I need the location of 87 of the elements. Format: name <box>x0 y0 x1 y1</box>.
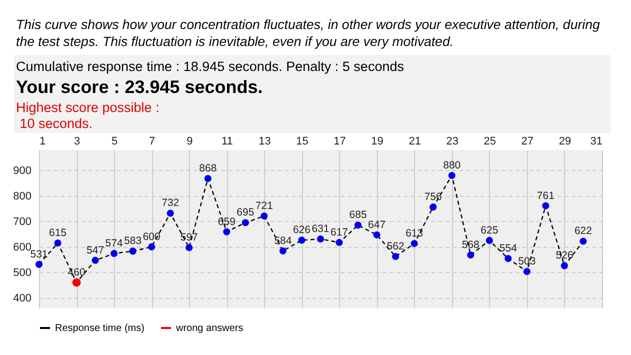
data-label: 756 <box>424 191 442 204</box>
data-label: 583 <box>124 235 142 248</box>
data-label: 613 <box>406 228 424 240</box>
point <box>279 247 287 254</box>
data-label: 626 <box>292 224 311 236</box>
point <box>580 238 587 245</box>
point <box>129 248 136 255</box>
x-tick-label: 1 <box>40 136 46 148</box>
x-tick-label: 9 <box>186 136 193 148</box>
x-tick-label: 5 <box>112 136 118 148</box>
point <box>336 238 343 246</box>
x-tick-label: 7 <box>149 136 156 148</box>
data-label: 574 <box>105 237 123 250</box>
x-tick-label: 25 <box>484 136 496 148</box>
data-label: 526 <box>556 250 574 262</box>
data-label: 584 <box>274 234 292 247</box>
y-tick-label: 800 <box>13 190 32 202</box>
point <box>354 222 362 229</box>
point <box>35 260 43 268</box>
point <box>410 240 418 248</box>
data-label: 761 <box>536 190 555 202</box>
point <box>448 172 456 180</box>
point <box>316 235 324 242</box>
x-tick-label: 21 <box>408 136 421 148</box>
x-tick-label: 13 <box>258 136 271 148</box>
point <box>392 252 400 260</box>
point <box>260 212 268 220</box>
legend-label: Response time (ms) <box>55 323 144 334</box>
point <box>223 228 230 236</box>
point <box>504 255 512 262</box>
x-tick-label: 17 <box>334 136 346 148</box>
text: Highest score possible : 10 seconds. <box>16 100 160 132</box>
data-label: 647 <box>368 218 386 231</box>
data-label: 868 <box>199 162 217 175</box>
point <box>298 236 306 244</box>
y-tick-label: 500 <box>13 266 32 279</box>
point <box>486 236 493 244</box>
data-label: 597 <box>180 232 198 244</box>
data-label: 732 <box>162 197 180 210</box>
y-tick-label: 700 <box>13 216 32 228</box>
point <box>166 210 174 217</box>
point <box>560 262 568 270</box>
point <box>523 268 530 276</box>
data-label: 625 <box>480 224 498 236</box>
point <box>242 219 249 226</box>
data-label: 531 <box>30 248 48 260</box>
x-tick-label: 27 <box>521 136 534 148</box>
y-tick-label: 400 <box>13 292 32 304</box>
data-label: 631 <box>312 222 330 235</box>
data-label: 622 <box>574 225 592 238</box>
x-tick-label: 15 <box>296 136 308 148</box>
data-label: 617 <box>330 226 348 239</box>
point <box>110 250 118 257</box>
data-label: 568 <box>462 238 480 251</box>
y-tick-label: 900 <box>13 164 32 177</box>
point <box>542 202 550 210</box>
data-label: 554 <box>499 242 518 255</box>
legend-label: wrong answers <box>175 323 244 334</box>
data-label: 721 <box>255 200 274 212</box>
point <box>148 243 156 250</box>
data-label: 659 <box>218 216 236 228</box>
text: Your score : 23.945 seconds. <box>16 77 263 98</box>
y-tick-label: 600 <box>13 241 32 254</box>
chart-title: This curve shows how your concentration fluctuates, in other words your executive attention, during the test steps. This fluctuation is inevitable, even if you are very motivated. <box>16 16 601 50</box>
data-label: 503 <box>518 256 536 268</box>
point <box>204 175 212 182</box>
data-label: 695 <box>236 206 254 219</box>
x-tick-label: 23 <box>446 136 458 148</box>
point <box>467 251 474 259</box>
point <box>186 244 193 252</box>
data-label: 615 <box>49 227 67 240</box>
x-tick-label: 31 <box>590 136 602 148</box>
chart-subtitle: Cumulative response time : 18.945 seconds. Penalty : 5 seconds <box>16 59 404 74</box>
data-label: 880 <box>443 159 461 172</box>
data-label: 685 <box>349 209 367 222</box>
data-label: 600 <box>142 230 161 243</box>
point <box>54 239 62 247</box>
x-tick-label: 11 <box>221 136 233 148</box>
x-tick-label: 29 <box>558 136 572 148</box>
point <box>430 204 437 211</box>
data-label: 562 <box>386 240 404 253</box>
point <box>373 231 380 238</box>
point <box>92 256 99 264</box>
data-label: 460 <box>68 266 86 279</box>
x-tick-label: 3 <box>74 136 80 148</box>
x-tick-label: 19 <box>371 136 384 148</box>
data-label: 547 <box>86 244 104 256</box>
